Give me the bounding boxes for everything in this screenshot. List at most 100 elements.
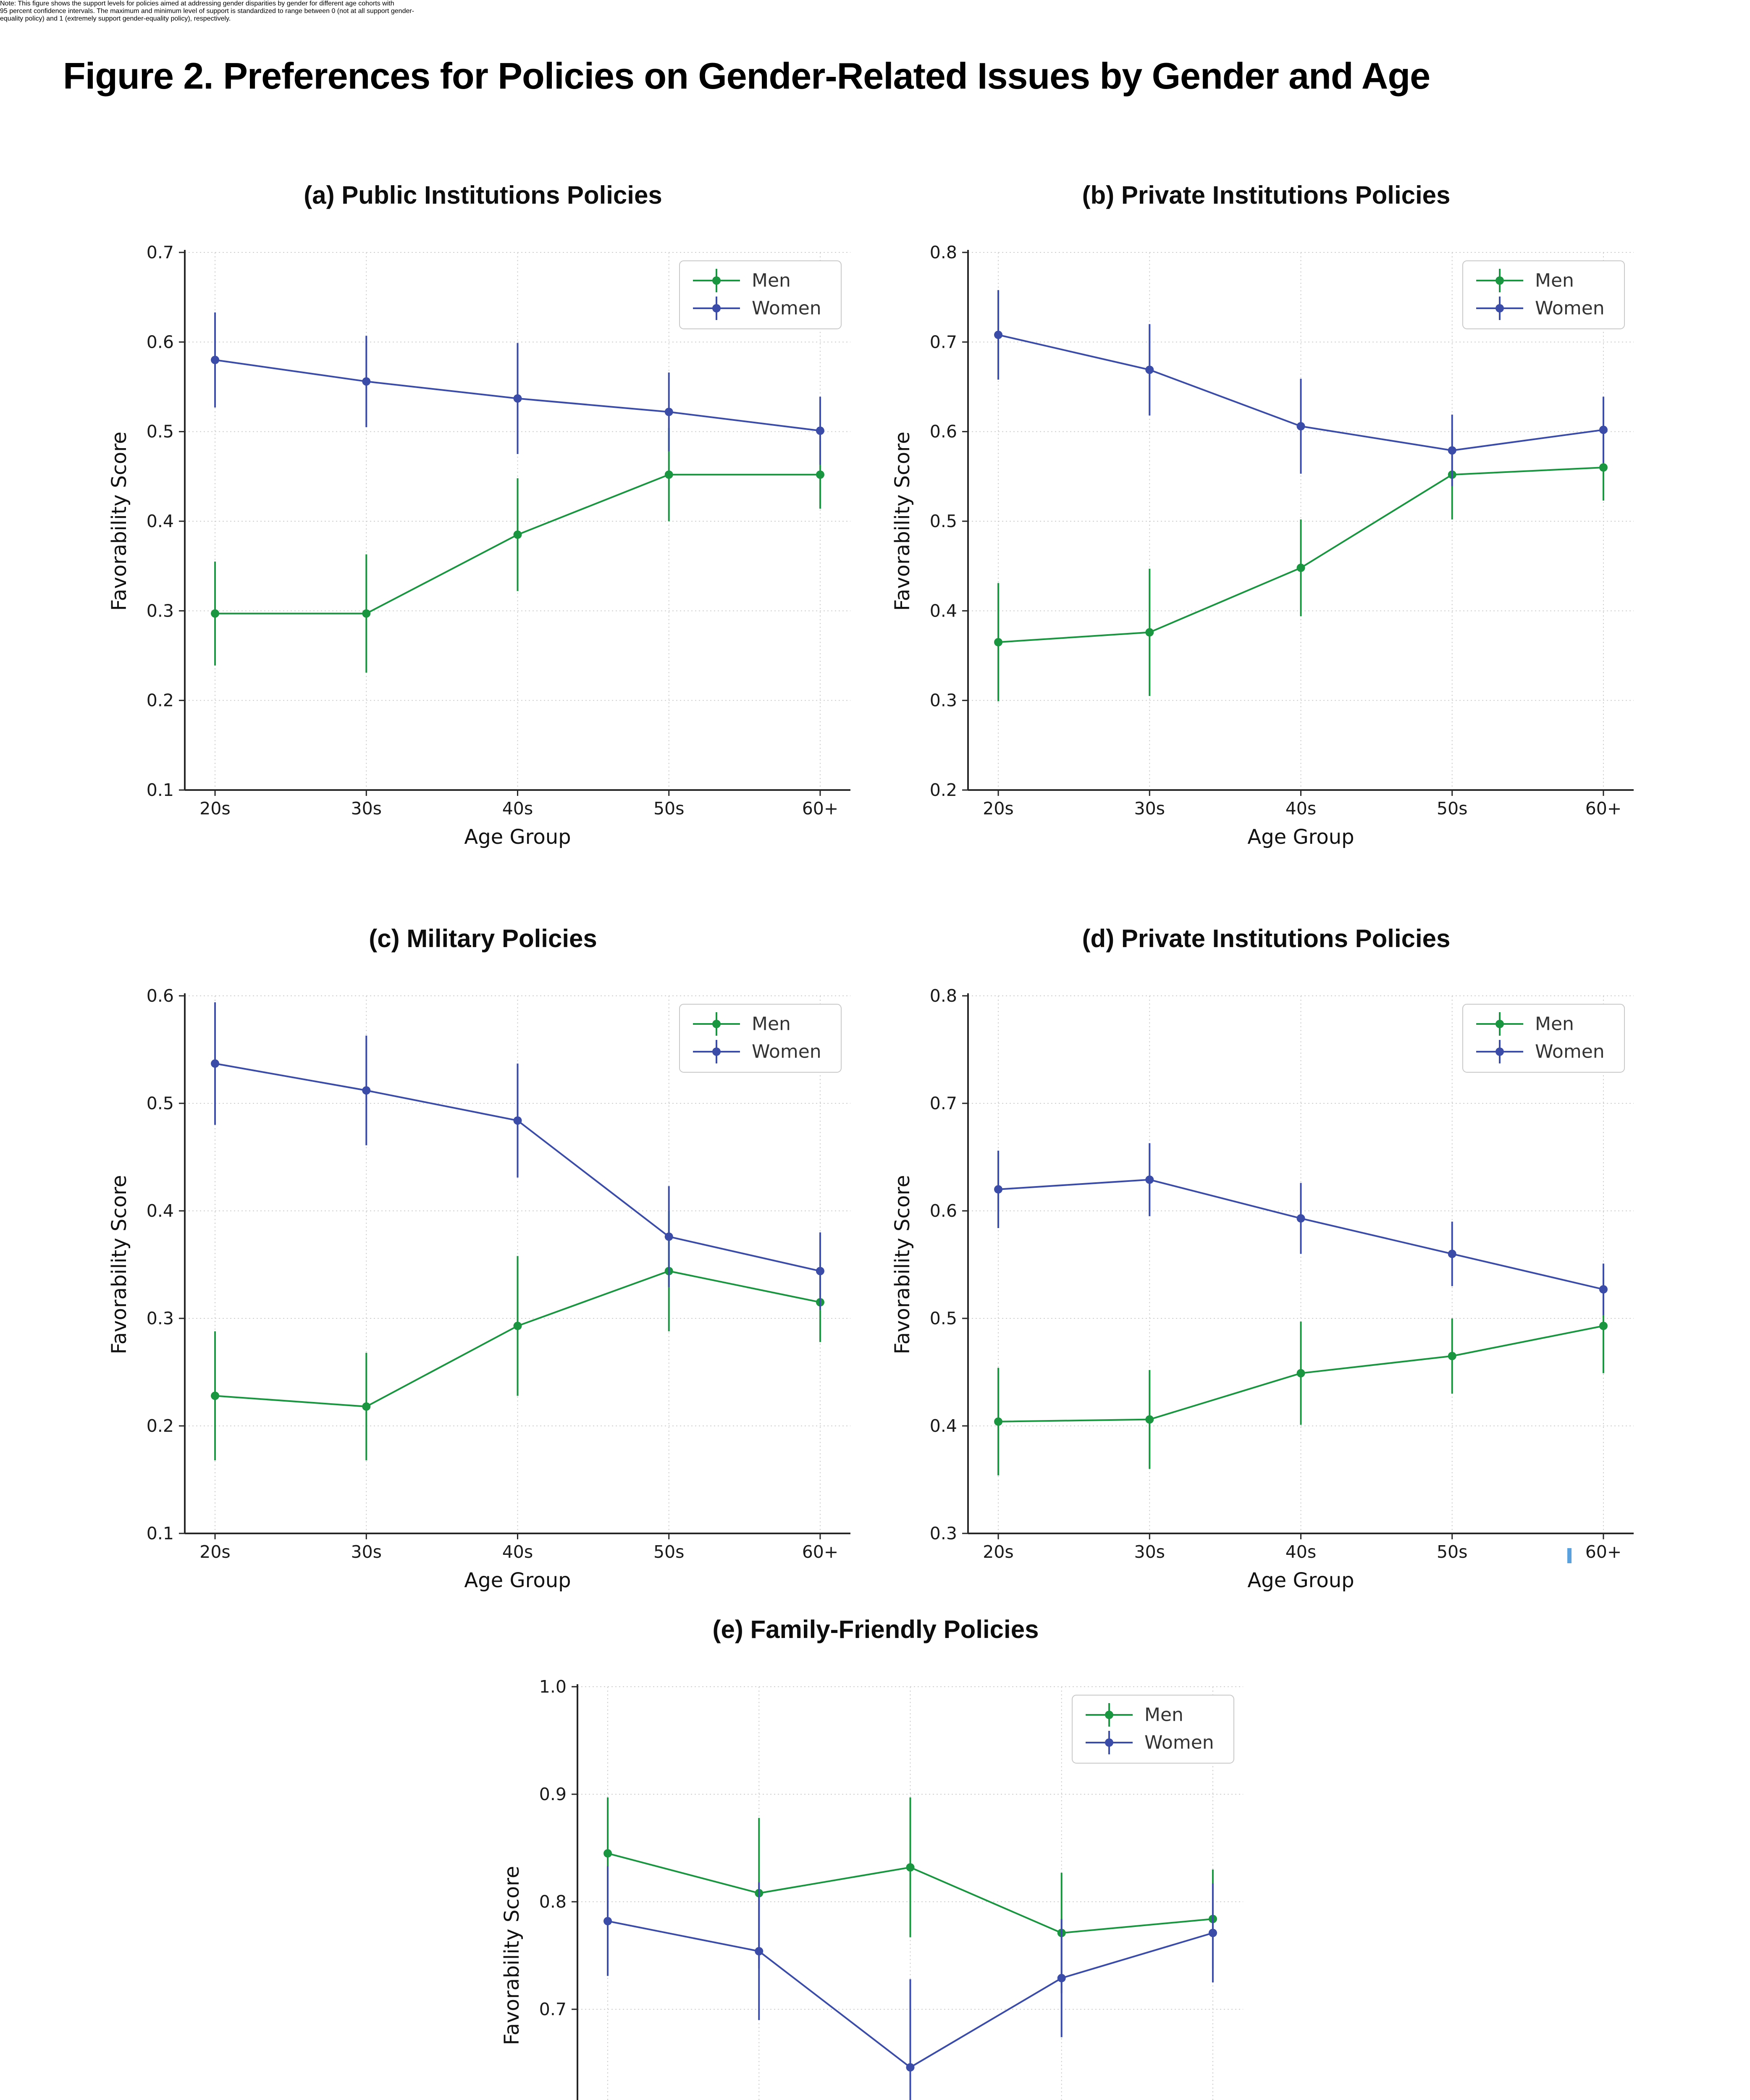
axes: [967, 993, 1634, 1534]
y-tick-label: 0.3: [930, 1523, 957, 1544]
legend-box: [679, 260, 842, 329]
chart-family-friendly: (e) Family-Friendly Policies 0.50.60.70.…: [489, 1615, 1262, 2100]
data-point-marker: [211, 1391, 220, 1400]
x-tick-label: 50s: [653, 1542, 685, 1562]
figure-title: Figure 2. Preferences for Policies on Ge…: [63, 55, 1430, 97]
legend: Men Women: [679, 260, 842, 329]
x-axis-label: Age Group: [464, 1569, 571, 1592]
data-point-marker: [1599, 425, 1608, 434]
chart-military: (c) Military Policies 0.1 0.2 0.3 0.4 0.5 0.6…: [97, 924, 869, 1605]
series-women: [994, 290, 1608, 486]
y-tick-label: 0.2: [930, 780, 957, 800]
data-point-marker: [1296, 422, 1305, 430]
x-tick-label: 20s: [983, 1542, 1014, 1562]
y-tick-label: 0.4: [147, 511, 174, 531]
y-tick-label: 0.9: [539, 1784, 567, 1804]
data-point-marker: [211, 1059, 220, 1068]
data-point-marker: [211, 609, 220, 618]
note-line: equality policy) and 1 (extremely suppor…: [0, 15, 231, 22]
x-tick-label: 20s: [983, 798, 1014, 819]
legend: Men Women: [1462, 1004, 1625, 1073]
y-tick-label: 0.7: [147, 242, 174, 262]
data-point-marker: [211, 356, 220, 364]
x-tick-label: 60+: [1585, 1542, 1622, 1562]
y-tick-label: 0.8: [930, 242, 957, 262]
series-women: [211, 312, 824, 465]
data-point-marker: [664, 1232, 673, 1241]
chart-e-title: (e) Family-Friendly Policies: [712, 1615, 1039, 1643]
x-tick-label: 50s: [653, 798, 685, 819]
data-point-marker: [816, 426, 824, 435]
legend-label: Women: [752, 1041, 821, 1063]
data-point-marker: [1296, 563, 1305, 572]
y-axis-label: Favorability Score: [500, 1866, 524, 2045]
data-point-marker: [362, 1086, 371, 1095]
chart-private-institutions-top: (b) Private Institutions Policies 0.2 0.3…: [880, 181, 1653, 861]
legend-marker-glyph: [1105, 1711, 1113, 1719]
legend-label: Men: [752, 270, 791, 291]
data-point-marker: [1145, 1415, 1154, 1424]
chart-a-plot: 0.1 0.2 0.3 0.4 0.5 0.6 0.7 20s 30s 40s 50s 60+ Age …: [108, 242, 850, 849]
x-tick-label: 40s: [1286, 1542, 1317, 1562]
legend-marker-glyph: [1496, 1020, 1504, 1028]
data-point-marker: [1145, 1175, 1154, 1184]
chart-b-title: (b) Private Institutions Policies: [1082, 181, 1451, 209]
y-tick-label: 0.4: [147, 1201, 174, 1221]
legend-label: Men: [1144, 1704, 1183, 1726]
data-point-marker: [1208, 1929, 1217, 1937]
data-point-marker: [1145, 628, 1154, 637]
data-point-marker: [755, 1947, 763, 1956]
series-women: [994, 1143, 1608, 1315]
data-point-marker: [1296, 1214, 1305, 1223]
y-tick-label: 0.7: [930, 332, 957, 352]
y-tick-label: 0.1: [147, 1523, 174, 1544]
x-tick-label: 40s: [1286, 798, 1317, 819]
data-point-marker: [1448, 1250, 1456, 1258]
x-tick-label: 30s: [1134, 798, 1165, 819]
data-point-marker: [664, 407, 673, 416]
legend: Men Women: [1072, 1695, 1234, 1764]
data-point-marker: [513, 394, 522, 403]
x-tick-label: 50s: [1437, 1542, 1468, 1562]
data-point-marker: [362, 609, 371, 618]
y-tick-label: 0.4: [930, 1416, 957, 1436]
data-point-marker: [513, 1321, 522, 1330]
legend-marker-glyph: [712, 304, 721, 312]
gridlines: [968, 995, 1634, 1533]
legend-label: Women: [752, 298, 821, 319]
data-point-marker: [513, 1116, 522, 1125]
data-point-marker: [994, 1417, 1003, 1426]
x-tick-label: 60+: [802, 798, 839, 819]
data-point-marker: [816, 1267, 824, 1276]
x-tick-label: 20s: [199, 1542, 231, 1562]
data-point-marker: [1057, 1974, 1066, 1982]
y-tick-label: 0.6: [147, 332, 174, 352]
data-point-marker: [994, 638, 1003, 646]
y-tick-label: 0.2: [147, 1416, 174, 1436]
data-point-marker: [664, 470, 673, 479]
y-tick-label: 0.5: [147, 422, 174, 442]
chart-e-plot: 0.50.60.70.80.91.020s30s40s50s60+Age Gro…: [500, 1677, 1243, 2100]
legend-label: Men: [752, 1013, 791, 1035]
data-point-marker: [513, 530, 522, 539]
x-tick-label: 60+: [1585, 798, 1622, 819]
legend-marker-glyph: [712, 276, 721, 285]
legend-box: [1072, 1695, 1234, 1764]
text-cursor-artifact: [1567, 1548, 1572, 1563]
data-point-marker: [1448, 1352, 1456, 1360]
y-tick-label: 0.7: [930, 1093, 957, 1113]
tick-labels: 0.2 0.3 0.4 0.5 0.6 0.7 0.8 20s 30s 40s 50s 60+: [930, 242, 1621, 819]
y-tick-label: 0.4: [930, 601, 957, 621]
y-tick-label: 0.6: [930, 422, 957, 442]
y-tick-label: 1.0: [539, 1677, 567, 1697]
tick-labels: 0.3 0.4 0.5 0.6 0.7 0.8 20s 30s 40s 50s 60+: [930, 986, 1621, 1562]
y-tick-label: 0.8: [930, 986, 957, 1006]
x-axis-label: Age Group: [1247, 1569, 1354, 1592]
x-tick-label: 50s: [1437, 798, 1468, 819]
y-tick-label: 0.5: [930, 511, 957, 531]
series-women: [211, 1002, 824, 1310]
x-tick-label: 30s: [1134, 1542, 1165, 1562]
y-axis-label: Favorability Score: [108, 1175, 131, 1354]
y-tick-label: 0.3: [930, 690, 957, 711]
legend-box: [679, 1004, 842, 1073]
